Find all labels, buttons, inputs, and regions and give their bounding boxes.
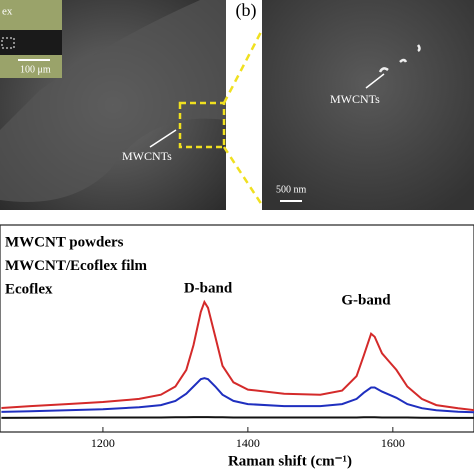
x-tick-label: 1200 xyxy=(91,436,115,450)
sem-texture xyxy=(0,0,226,202)
legend-label: MWCNT powders xyxy=(5,234,124,250)
arrow-label: MWCNTs xyxy=(330,92,380,106)
scale-label: 500 nm xyxy=(276,184,307,195)
series-line xyxy=(1,299,474,412)
arrow xyxy=(149,129,177,148)
annotation: G-band xyxy=(341,292,391,308)
inset-band xyxy=(0,30,62,55)
inset-scale: 100 μm xyxy=(20,64,51,75)
nanotubes xyxy=(378,44,421,73)
inset-label: ex xyxy=(2,6,13,18)
legend-label: MWCNT/Ecoflex film xyxy=(5,258,148,274)
zoom-box xyxy=(178,101,226,149)
panel-label: (b) xyxy=(236,0,257,21)
zoom-line xyxy=(222,146,264,206)
x-tick-label: 1600 xyxy=(381,436,405,450)
plot-frame xyxy=(0,224,474,433)
x-tick-label: 1400 xyxy=(236,436,260,450)
series-line xyxy=(1,377,474,414)
sem-image-right xyxy=(262,0,474,210)
x-axis-label: Raman shift (cm⁻¹) xyxy=(228,453,352,469)
arrow-label: MWCNTs xyxy=(122,149,172,163)
legend-label: Ecoflex xyxy=(5,281,53,297)
zoom-line xyxy=(222,29,264,104)
arrow xyxy=(365,73,385,89)
series-line xyxy=(1,416,474,419)
inset-box xyxy=(1,37,15,49)
annotation: D-band xyxy=(184,280,233,296)
